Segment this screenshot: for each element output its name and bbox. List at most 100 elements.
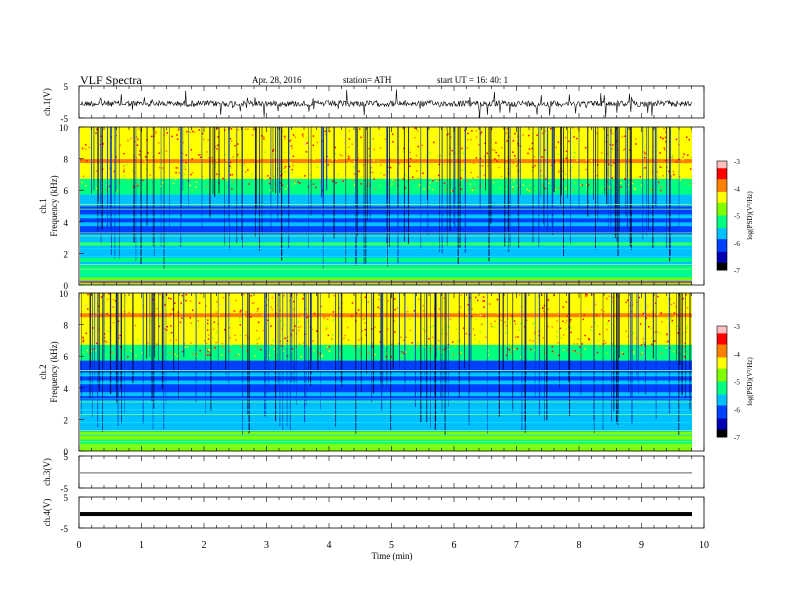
colorbar-cell xyxy=(717,361,727,364)
colorbar-cell xyxy=(717,337,727,340)
colorbar-tick-label: -7 xyxy=(734,267,740,275)
colorbar-cell xyxy=(717,200,727,204)
colorbar-cell xyxy=(717,208,727,211)
colorbar-cell xyxy=(717,251,727,255)
colorbar-cell xyxy=(717,342,727,345)
colorbar-cell xyxy=(717,363,727,366)
colorbar-tick-label: -7 xyxy=(734,434,740,442)
colorbar-cell xyxy=(717,197,727,200)
ytick-label: 2 xyxy=(64,249,69,259)
xtick-label: 1 xyxy=(139,540,144,551)
colorbar-cell xyxy=(717,331,727,334)
channel-label: ch.1 xyxy=(38,198,48,213)
colorbar-cell xyxy=(717,348,727,351)
colorbar-cell xyxy=(717,161,727,164)
colorbar-cell xyxy=(717,385,727,388)
colorbar-cell xyxy=(717,173,727,177)
colorbar-cell xyxy=(717,344,727,347)
colorbar-cell xyxy=(717,250,727,253)
colorbar-cell xyxy=(717,235,727,238)
ytick-label: 2 xyxy=(64,415,69,425)
colorbar-cell xyxy=(717,340,727,344)
colorbar-tick-label: -5 xyxy=(734,213,740,221)
xtick-label: 9 xyxy=(639,540,644,551)
ytick-label: 5 xyxy=(64,82,69,92)
colorbar-cell xyxy=(717,162,727,166)
colorbar-cell xyxy=(717,346,727,349)
xtick-label: 6 xyxy=(452,540,457,551)
colorbar-cell xyxy=(717,170,727,173)
ytick-label: 6 xyxy=(64,186,69,196)
colorbar-cell xyxy=(717,425,727,429)
colorbar-cell xyxy=(717,338,727,342)
colorbar-cell xyxy=(717,220,727,224)
colorbar-cell xyxy=(717,407,727,410)
spectrogram-image xyxy=(80,293,692,451)
colorbar-cell xyxy=(717,190,727,193)
colorbar-cell xyxy=(717,387,727,390)
colorbar-cell xyxy=(717,224,727,227)
colorbar-cell xyxy=(717,248,727,251)
colorbar-cell xyxy=(717,164,727,167)
colorbar-cell xyxy=(717,168,727,171)
colorbar-cell xyxy=(717,368,727,371)
header-date: Apr. 28, 2016 xyxy=(252,75,302,85)
colorbar-cell xyxy=(717,237,727,240)
colorbar-cell xyxy=(717,202,727,206)
colorbar-tick-label: -3 xyxy=(734,323,740,331)
colorbar-tick-label: -3 xyxy=(734,158,740,166)
colorbar-cell xyxy=(717,366,727,370)
colorbar-cell xyxy=(717,405,727,408)
colorbar-cell xyxy=(717,246,727,249)
colorbar-cell xyxy=(717,418,727,421)
time-axis: 0 1 2 3 4 5 6 7 8 9 10 Time (min) xyxy=(77,540,710,561)
ytick-label: -5 xyxy=(61,484,69,494)
colorbar-cell xyxy=(717,230,727,233)
colorbar-cell xyxy=(717,359,727,362)
channel-label: ch.2 xyxy=(38,364,48,379)
colorbar-cell xyxy=(717,228,727,231)
colorbar-cell xyxy=(717,179,727,182)
colorbar-cell xyxy=(717,433,727,436)
colorbar-cell xyxy=(717,195,727,198)
colorbar-cell xyxy=(717,383,727,386)
colorbar-cell xyxy=(717,257,727,260)
colorbar-cell xyxy=(717,206,727,209)
colorbar-cell xyxy=(717,268,727,271)
colorbar-tick-label: -4 xyxy=(734,185,740,193)
colorbar-cell xyxy=(717,266,727,269)
xtick-label: 7 xyxy=(514,540,519,551)
colorbar-cell xyxy=(717,350,727,353)
colorbar-cell xyxy=(717,422,727,425)
colorbar-cell xyxy=(717,394,727,397)
colorbar-cell xyxy=(717,226,727,229)
colorbar-cell xyxy=(717,219,727,222)
colorbar-cell xyxy=(717,390,727,394)
colorbar-cell xyxy=(717,231,727,235)
colorbar-cell xyxy=(717,377,727,381)
colorbar-cell xyxy=(717,327,727,331)
colorbar-cell xyxy=(717,177,727,180)
ytick-label: 8 xyxy=(64,155,69,165)
colorbar-cell xyxy=(717,414,727,418)
colorbar-cell xyxy=(717,379,727,382)
colorbar-cell xyxy=(717,233,727,236)
ytick-label: 5 xyxy=(64,452,69,462)
ytick-label: 8 xyxy=(64,321,69,331)
xtick-label: 3 xyxy=(264,540,269,551)
colorbar-cell xyxy=(717,213,727,216)
colorbar-cell xyxy=(717,388,727,392)
colorbar-cell xyxy=(717,184,727,187)
x-axis-label: Time (min) xyxy=(372,551,413,561)
colorbar-label: log(PSD)(V²/Hz) xyxy=(746,191,754,240)
colorbar-cell xyxy=(717,239,727,242)
colorbar-cell xyxy=(717,186,727,189)
colorbar-cell xyxy=(717,416,727,419)
colorbar-cell xyxy=(717,333,727,336)
colorbar-cell xyxy=(717,180,727,184)
signal-trace xyxy=(80,512,692,517)
colorbar-cell xyxy=(717,326,727,329)
colorbar-cell xyxy=(717,175,727,178)
ytick-label: 5 xyxy=(64,493,69,503)
